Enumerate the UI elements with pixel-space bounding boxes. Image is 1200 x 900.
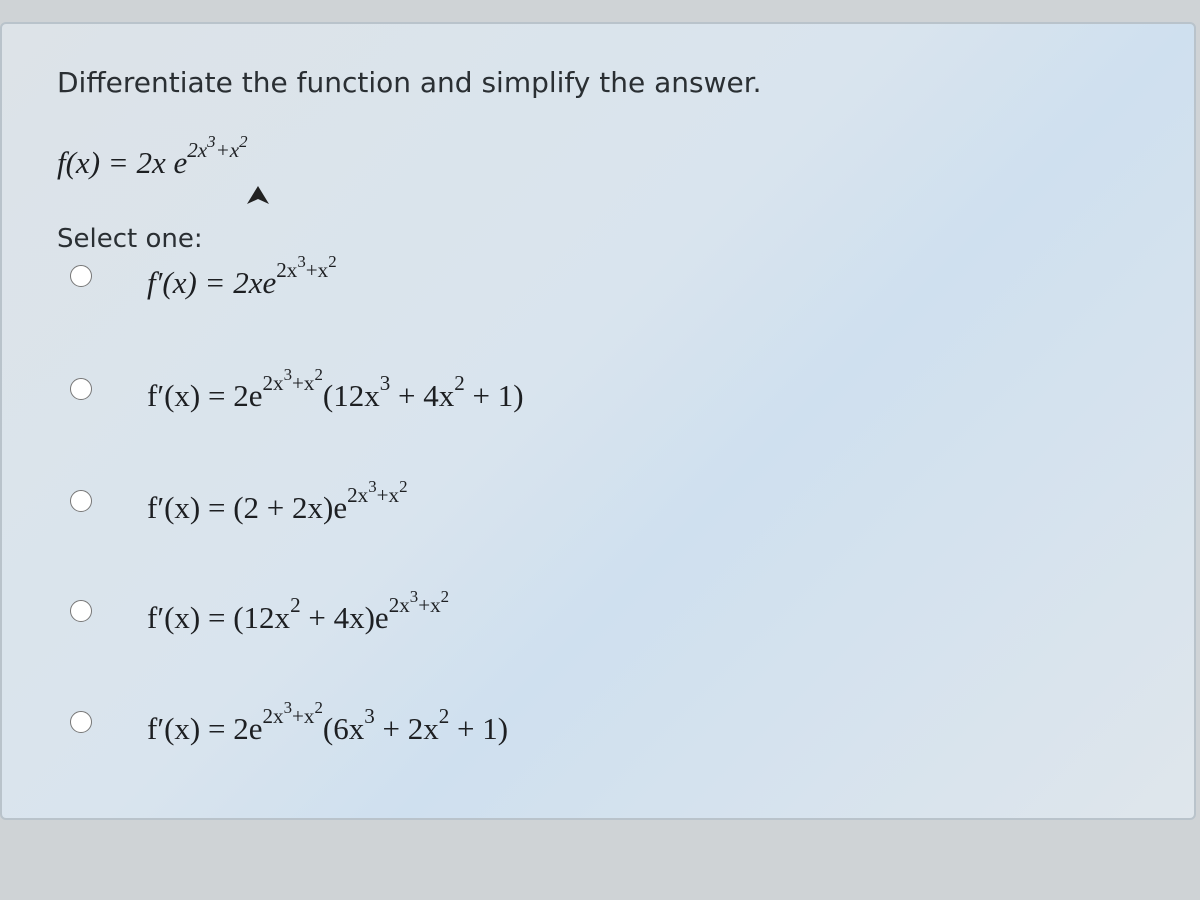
option[interactable]: f′(x) = (2 + 2x)e2x3+x2 (70, 477, 408, 526)
option-text: f′(x) = 2e2x3+x2(12x3 + 4x2 + 1) (147, 365, 524, 414)
option-text: f′(x) = 2xe2x3+x2 (147, 252, 337, 301)
math-text: +x (215, 138, 240, 163)
exponent: 2 (314, 698, 323, 717)
exponent: 2x3+x2 (276, 252, 336, 283)
option[interactable]: f′(x) = 2e2x3+x2(12x3 + 4x2 + 1) (70, 365, 524, 414)
mouse-cursor (247, 186, 269, 204)
exponent: 3 (297, 252, 306, 271)
exponent: 3 (283, 365, 293, 384)
option[interactable]: f′(x) = (12x2 + 4x)e2x3+x2 (70, 587, 449, 636)
radio-button[interactable] (70, 265, 92, 288)
exponent: 3 (364, 704, 375, 729)
math-text: + 1) (449, 710, 509, 746)
exponent: 3 (207, 132, 216, 151)
math-text: f′(x) = 2e (147, 710, 263, 746)
math-text: 2x (262, 704, 284, 729)
math-text: f(x) = 2x e (57, 144, 188, 180)
math-text: (6x (322, 710, 365, 746)
exponent: 2 (440, 587, 450, 606)
exponent: 2 (314, 365, 323, 384)
math-text: +x (292, 704, 315, 729)
function: f(x) = 2x e2x3+x2 (57, 132, 248, 181)
exponent: 2 (399, 477, 408, 496)
math-text: +x (418, 593, 441, 618)
math-text: f′(x) = (12x (147, 599, 291, 635)
math-text: 2x (276, 258, 298, 283)
exponent: 2x3+x2 (262, 365, 323, 396)
question-card: Differentiate the function and simplify … (0, 22, 1196, 820)
exponent: 2 (438, 704, 450, 729)
exponent: 2 (239, 132, 248, 151)
math-text: + 4x (390, 377, 455, 413)
math-text: (12x (322, 377, 380, 413)
math-text: +x (305, 258, 329, 283)
cursor-shape (247, 186, 269, 204)
radio-button[interactable] (70, 600, 92, 623)
math-text: + 1) (464, 377, 524, 413)
exponent: 2 (290, 593, 301, 618)
exponent: 2 (328, 252, 337, 271)
math-text: +x (376, 483, 400, 508)
exponent: 2x3+x2 (347, 477, 407, 508)
math-text: 2x (347, 483, 369, 508)
math-text: 2x (262, 371, 284, 396)
exponent: 2x3+x2 (262, 698, 323, 729)
exponent: 3 (283, 698, 293, 717)
option[interactable]: f′(x) = 2e2x3+x2(6x3 + 2x2 + 1) (70, 698, 508, 747)
radio-button[interactable] (70, 711, 92, 734)
question-prompt: Differentiate the function and simplify … (57, 66, 762, 99)
math-text: 2x (388, 593, 410, 618)
option[interactable]: f′(x) = 2xe2x3+x2 (70, 252, 337, 301)
exponent: 2x3+x2 (388, 587, 449, 618)
option-text: f′(x) = (2 + 2x)e2x3+x2 (147, 477, 408, 526)
exponent: 2 (454, 371, 465, 396)
math-text: f′(x) = 2e (147, 377, 263, 413)
radio-button[interactable] (70, 490, 92, 513)
option-text: f′(x) = (12x2 + 4x)e2x3+x2 (147, 587, 449, 636)
exponent: 3 (368, 477, 377, 496)
radio-button[interactable] (70, 378, 92, 401)
math-text: f′(x) = 2xe (147, 264, 277, 300)
select-label: Select one: (57, 224, 203, 254)
math-text: f′(x) = (2 + 2x)e (147, 489, 348, 525)
exponent: 2x3+x2 (187, 132, 247, 163)
math-text: +x (292, 371, 315, 396)
math-text: + 4x)e (300, 599, 389, 635)
math-text: + 2x (374, 710, 439, 746)
exponent: 3 (409, 587, 419, 606)
option-text: f′(x) = 2e2x3+x2(6x3 + 2x2 + 1) (147, 698, 508, 747)
math-text: 2x (187, 138, 208, 163)
exponent: 3 (379, 371, 391, 396)
